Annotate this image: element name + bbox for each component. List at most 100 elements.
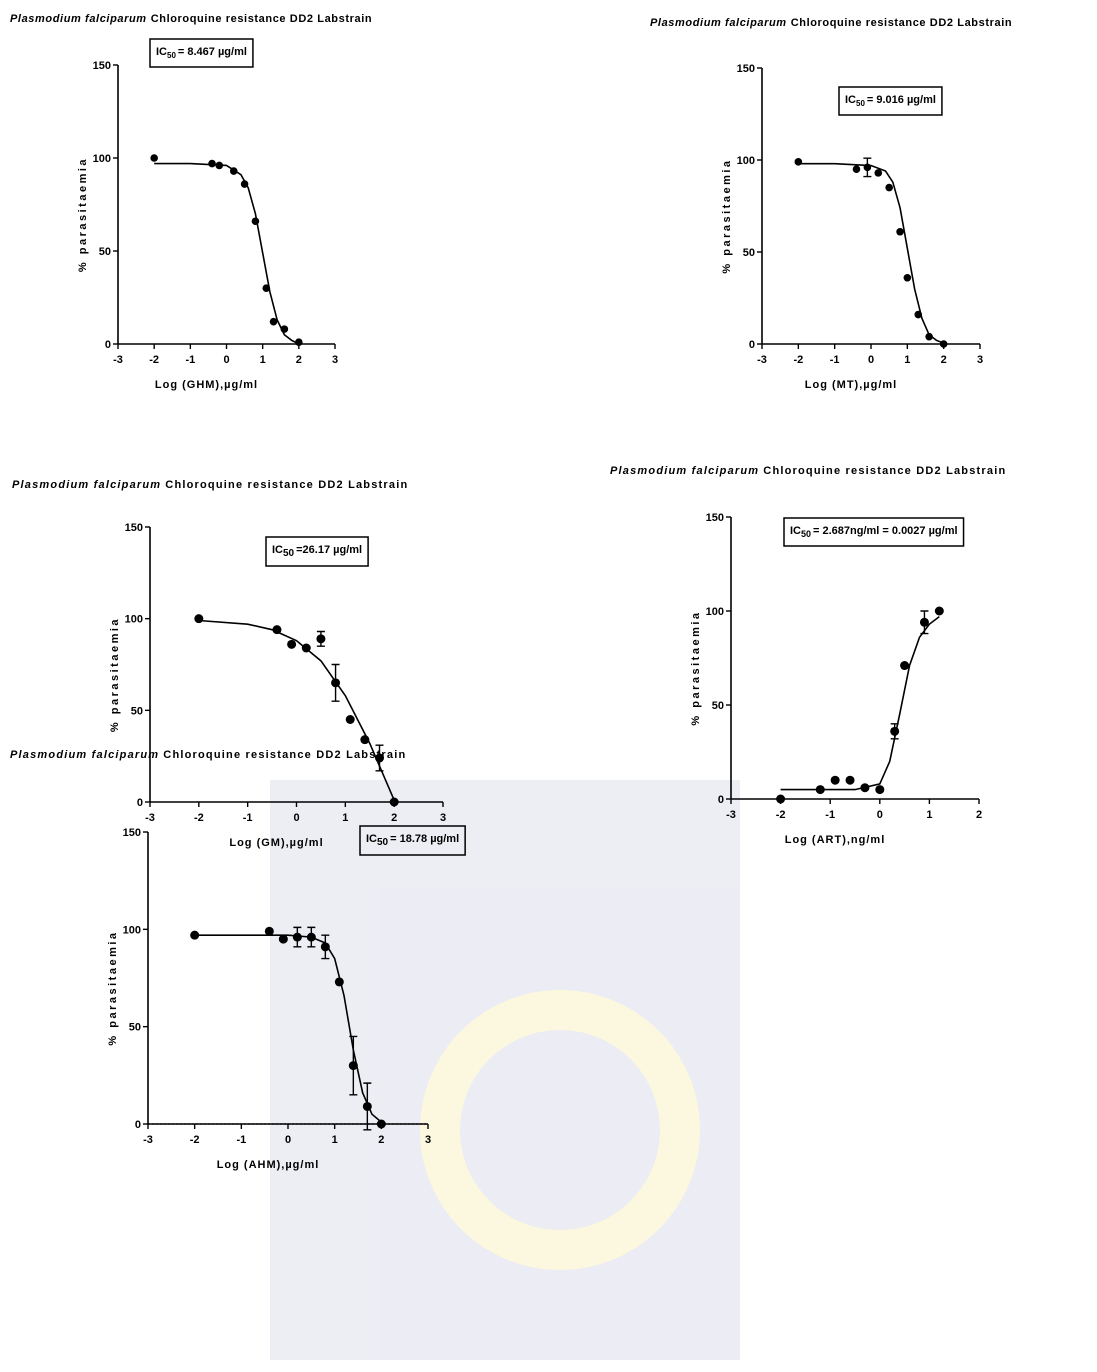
x-tick-label: 1 bbox=[260, 354, 266, 366]
data-point bbox=[287, 640, 296, 649]
x-tick-label: 2 bbox=[941, 354, 947, 366]
data-point bbox=[331, 678, 340, 687]
data-point bbox=[846, 776, 855, 785]
data-point bbox=[390, 798, 399, 807]
ic50-annotation: IC50= 9.016 µg/ml bbox=[845, 94, 936, 108]
data-point bbox=[920, 618, 929, 627]
x-tick-label: 0 bbox=[285, 1134, 291, 1146]
x-tick-label: 2 bbox=[378, 1134, 384, 1146]
y-tick-label: 100 bbox=[93, 153, 111, 165]
x-tick-label: 1 bbox=[332, 1134, 338, 1146]
y-tick-label: 0 bbox=[137, 797, 143, 809]
y-axis-label: % parasitaemia bbox=[109, 617, 121, 732]
data-point bbox=[360, 735, 369, 744]
data-point bbox=[363, 1102, 372, 1111]
ic50-prefix: IC bbox=[156, 46, 167, 58]
x-tick-label: 0 bbox=[868, 354, 874, 366]
data-point bbox=[230, 167, 238, 175]
y-tick-label: 0 bbox=[105, 339, 111, 351]
ic50-text: = 8.467 µg/ml bbox=[178, 46, 247, 58]
ic50-prefix: IC bbox=[272, 544, 283, 556]
watermark bbox=[270, 780, 740, 1360]
ic50-subscript: 50 bbox=[167, 51, 176, 60]
x-tick-label: -3 bbox=[113, 354, 123, 366]
y-tick-label: 50 bbox=[99, 246, 111, 258]
x-axis-label: Log (AHM),µg/ml bbox=[217, 1159, 320, 1171]
y-axis-label: % parasitaemia bbox=[107, 930, 119, 1045]
data-point bbox=[900, 661, 909, 670]
x-tick-label: -1 bbox=[236, 1134, 246, 1146]
y-tick-label: 100 bbox=[737, 155, 755, 167]
x-tick-label: 3 bbox=[425, 1134, 431, 1146]
data-point bbox=[208, 160, 216, 168]
ic50-annotation: IC50= 8.467 µg/ml bbox=[156, 46, 247, 60]
x-axis-label: Log (ART),ng/ml bbox=[785, 834, 886, 846]
y-axis-label: % parasitaemia bbox=[77, 157, 89, 272]
title-text: Chloroquine resistance DD2 Labstrain bbox=[163, 749, 406, 761]
x-tick-label: -2 bbox=[776, 809, 786, 821]
x-tick-label: 2 bbox=[391, 812, 397, 824]
x-tick-label: 3 bbox=[440, 812, 446, 824]
x-tick-label: 3 bbox=[977, 354, 983, 366]
title-text: Chloroquine resistance DD2 Labstrain bbox=[791, 17, 1012, 29]
x-tick-label: 1 bbox=[342, 812, 348, 824]
data-point bbox=[150, 154, 158, 162]
x-tick-label: -3 bbox=[145, 812, 155, 824]
x-axis-label: Log (GM),µg/ml bbox=[229, 837, 323, 849]
y-tick-label: 0 bbox=[135, 1119, 141, 1131]
ic50-text: =26.17 µg/ml bbox=[296, 544, 362, 556]
ic50-text: = 9.016 µg/ml bbox=[867, 94, 936, 106]
x-tick-label: 2 bbox=[976, 809, 982, 821]
data-point bbox=[302, 644, 311, 653]
data-point bbox=[270, 318, 278, 326]
data-point bbox=[215, 162, 223, 170]
x-tick-label: -2 bbox=[194, 812, 204, 824]
x-tick-label: -1 bbox=[830, 354, 840, 366]
data-point bbox=[349, 1061, 358, 1070]
figure: Plasmodium falciparum Chloroquine resista… bbox=[0, 0, 1097, 1372]
x-tick-label: -2 bbox=[149, 354, 159, 366]
y-tick-label: 100 bbox=[125, 614, 143, 626]
title-species: Plasmodium falciparum bbox=[10, 749, 159, 761]
data-point bbox=[281, 325, 289, 333]
data-point bbox=[377, 1120, 386, 1129]
x-tick-label: -3 bbox=[757, 354, 767, 366]
ic50-prefix: IC bbox=[845, 94, 856, 106]
data-point bbox=[272, 625, 281, 634]
data-point bbox=[875, 785, 884, 794]
data-point bbox=[864, 164, 872, 172]
data-point bbox=[885, 184, 893, 192]
data-point bbox=[307, 933, 316, 942]
x-tick-label: 0 bbox=[293, 812, 299, 824]
data-point bbox=[295, 338, 303, 346]
title-text: Chloroquine resistance DD2 Labstrain bbox=[763, 465, 1006, 477]
data-point bbox=[190, 931, 199, 940]
data-point bbox=[896, 228, 904, 236]
data-point bbox=[293, 933, 302, 942]
ic50-annotation: IC50=26.17 µg/ml bbox=[272, 544, 362, 559]
fit-curve bbox=[199, 621, 394, 801]
y-tick-label: 0 bbox=[749, 339, 755, 351]
y-axis-label: % parasitaemia bbox=[690, 610, 702, 725]
x-tick-label: 1 bbox=[926, 809, 932, 821]
chart-title: Plasmodium falciparumChloroquine resista… bbox=[10, 13, 372, 25]
fit-curve bbox=[798, 164, 943, 343]
y-tick-label: 150 bbox=[706, 512, 724, 524]
title-species: Plasmodium falciparum bbox=[650, 17, 787, 29]
data-point bbox=[874, 169, 882, 177]
ic50-subscript: 50 bbox=[801, 529, 811, 539]
data-point bbox=[940, 340, 948, 348]
data-point bbox=[321, 942, 330, 951]
y-axis-label: % parasitaemia bbox=[721, 158, 733, 273]
data-point bbox=[346, 715, 355, 724]
x-tick-label: -2 bbox=[190, 1134, 200, 1146]
y-tick-label: 150 bbox=[93, 60, 111, 72]
x-axis-label: Log (GHM),µg/ml bbox=[155, 379, 258, 391]
y-tick-label: 100 bbox=[123, 924, 141, 936]
ic50-annotation: IC50= 2.687ng/ml = 0.0027 µg/ml bbox=[790, 525, 958, 539]
title-species: Plasmodium falciparum bbox=[610, 465, 759, 477]
data-point bbox=[914, 311, 922, 319]
title-species: Plasmodium falciparum bbox=[10, 13, 147, 25]
title-species: Plasmodium falciparum bbox=[12, 479, 161, 491]
